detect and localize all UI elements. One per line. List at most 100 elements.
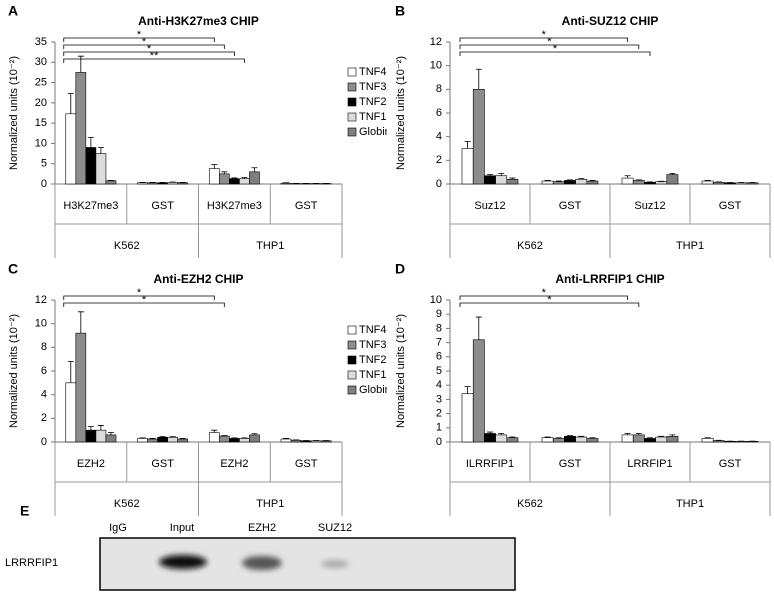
- significance-bracket: [459, 37, 628, 42]
- error-bar: [509, 436, 516, 438]
- error-bar: [251, 167, 258, 172]
- bar: [701, 180, 714, 185]
- error-bar: [544, 436, 551, 438]
- bar: [105, 180, 117, 185]
- y-tick-label: 8: [41, 341, 47, 353]
- y-tick-label: 4: [436, 379, 442, 391]
- bar: [552, 438, 565, 443]
- chart-title: Anti-SUZ12 CHIP: [562, 14, 659, 28]
- x-tick-label: Suz12: [474, 200, 505, 212]
- bar: [157, 182, 168, 185]
- legend-swatch: [347, 325, 357, 335]
- y-tick-label: 8: [436, 83, 442, 95]
- bar: [461, 148, 474, 185]
- significance-label: *: [147, 43, 152, 55]
- error-bar: [509, 177, 516, 180]
- error-bar: [107, 432, 114, 435]
- y-tick-label: 0: [436, 178, 442, 190]
- lane-label: Input: [170, 522, 194, 534]
- y-tick-label: 6: [436, 107, 442, 119]
- bar: [249, 434, 260, 443]
- significance-label: *: [542, 287, 547, 299]
- group-label: THP1: [256, 240, 284, 252]
- y-axis-label: Normalized units (10⁻²): [8, 314, 20, 428]
- bar: [310, 440, 322, 443]
- bar: [712, 440, 725, 443]
- chart-title: Anti-EZH2 CHIP: [154, 272, 244, 286]
- bar: [564, 180, 576, 185]
- panel-label: B: [395, 3, 405, 19]
- bar: [575, 436, 588, 443]
- error-bar: [589, 437, 596, 439]
- row-label: LRRRFIP1: [5, 557, 58, 569]
- legend-label: TNF4: [359, 324, 387, 336]
- bar: [586, 438, 599, 443]
- legend-label: TNF2: [359, 96, 387, 108]
- bar: [506, 178, 519, 185]
- band: [321, 560, 349, 568]
- y-axis-label: Normalized units (10⁻²): [395, 314, 407, 428]
- legend-swatch: [347, 82, 357, 92]
- legend-label: TNF2: [359, 354, 387, 366]
- error-bar: [567, 435, 573, 437]
- y-tick-label: 6: [41, 365, 47, 377]
- error-bar: [211, 164, 218, 169]
- x-tick-label: H3K27me3: [63, 200, 118, 212]
- bar: [137, 182, 148, 185]
- panel-label: D: [395, 261, 405, 277]
- significance-bracket: [63, 302, 225, 307]
- bar: [105, 434, 117, 443]
- group-label: THP1: [676, 240, 704, 252]
- error-bar: [67, 361, 74, 383]
- group-label: K562: [517, 498, 543, 510]
- bar: [666, 174, 679, 185]
- x-tick-label: GST: [559, 200, 582, 212]
- group-label: K562: [114, 240, 140, 252]
- error-bar: [487, 431, 493, 434]
- error-bar: [211, 429, 218, 433]
- legend-label: TNF3: [359, 339, 387, 351]
- y-tick-label: 30: [35, 56, 47, 68]
- y-axis-label: Normalized units (10⁻²): [395, 56, 407, 170]
- error-bar: [475, 316, 482, 340]
- legend-swatch: [347, 127, 357, 137]
- error-bar: [67, 93, 74, 114]
- x-tick-label: EZH2: [77, 458, 105, 470]
- y-tick-label: 2: [436, 408, 442, 420]
- significance-bracket: [63, 295, 215, 300]
- bar: [75, 72, 87, 185]
- y-tick-label: 9: [436, 308, 442, 320]
- legend-label: Globin: [359, 126, 387, 138]
- bar: [575, 178, 588, 185]
- x-tick-label: GST: [295, 458, 318, 470]
- chart: A Anti-H3K27me3 CHIP Normalized units (10⁻…: [8, 3, 387, 258]
- significance-bracket: [63, 58, 245, 63]
- y-tick-label: 5: [41, 158, 47, 170]
- panel-label: E: [20, 503, 29, 519]
- bar: [320, 440, 332, 443]
- band: [242, 556, 282, 570]
- bar: [712, 181, 725, 185]
- bar: [65, 382, 77, 443]
- y-tick-label: 3: [436, 393, 442, 405]
- error-bar: [241, 177, 248, 179]
- y-tick-label: 8: [436, 322, 442, 334]
- bar: [735, 182, 748, 185]
- y-tick-label: 2: [436, 154, 442, 166]
- lane-label: SUZ12: [318, 522, 352, 534]
- bar: [65, 113, 77, 185]
- error-bar: [87, 426, 94, 431]
- error-bar: [578, 435, 585, 438]
- error-bar: [251, 433, 258, 435]
- error-bar: [231, 437, 238, 439]
- error-bar: [464, 141, 471, 149]
- x-tick-label: GST: [151, 200, 174, 212]
- bar: [280, 438, 292, 443]
- bar: [495, 175, 508, 185]
- error-bar: [498, 172, 505, 176]
- bar: [147, 438, 158, 443]
- lane-label: EZH2: [248, 522, 276, 534]
- bar: [506, 437, 519, 443]
- x-tick-label: GST: [295, 200, 318, 212]
- significance-label: *: [137, 29, 142, 41]
